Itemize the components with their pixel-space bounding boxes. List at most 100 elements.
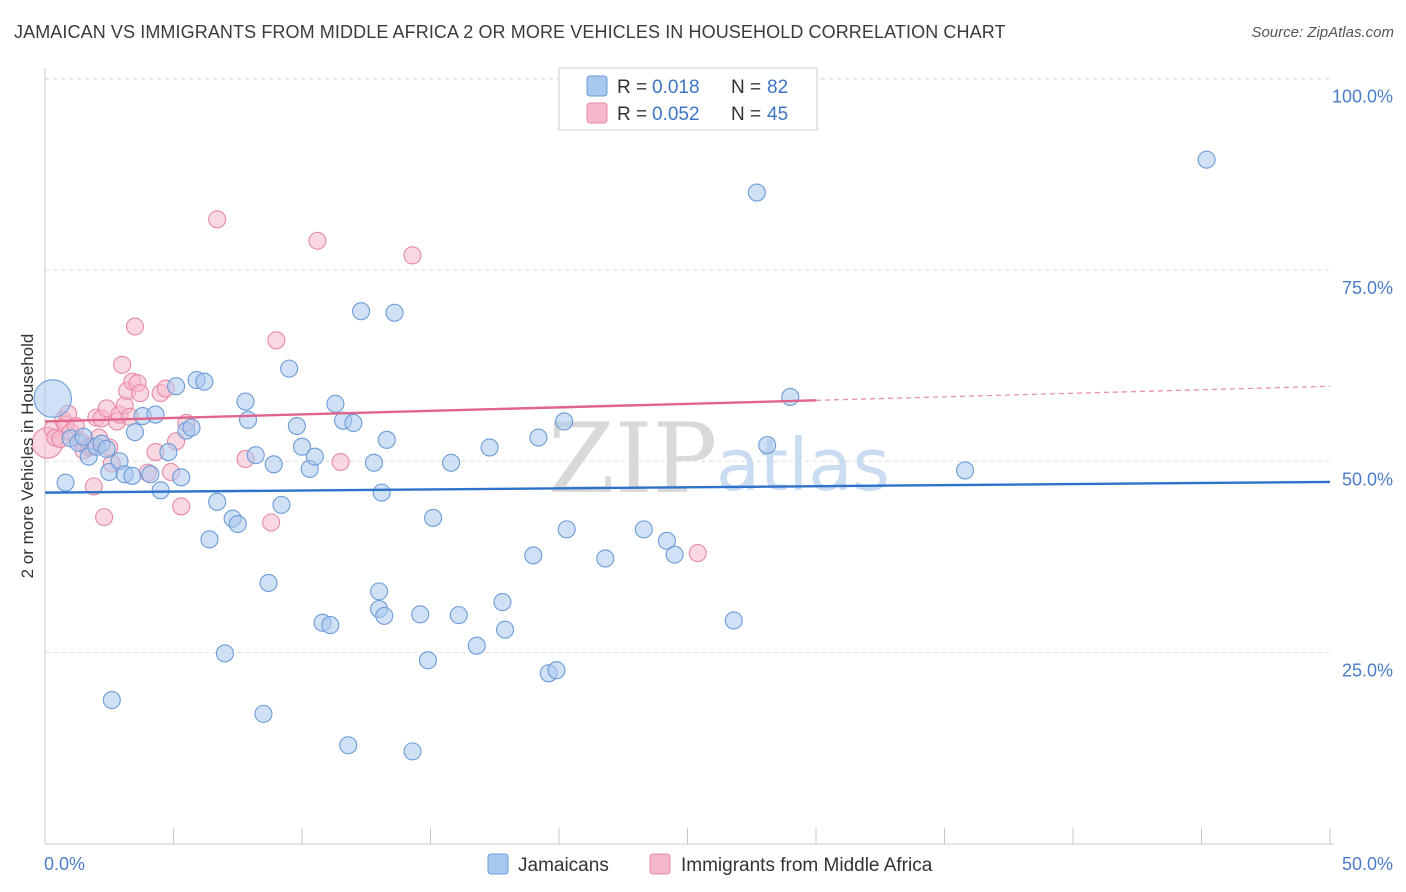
watermark-zip: ZIP <box>548 403 717 515</box>
jamaicans-point-26 <box>200 530 219 549</box>
series-jamaicans-points <box>33 150 1216 761</box>
jamaicans-point-77 <box>724 611 743 630</box>
middle-africa-point-17 <box>95 508 114 527</box>
trend-lines <box>44 385 1331 494</box>
jamaicans-point-27 <box>208 492 227 511</box>
jamaicans-point-75 <box>657 531 676 550</box>
y-tick-label-50: 50.0% <box>1342 469 1393 489</box>
legend-swatch-jamaicans <box>586 75 608 97</box>
bottom-legend-label-middle-africa: Immigrants from Middle Africa <box>681 855 933 876</box>
x-tick-label-max: 50.0% <box>1342 854 1393 874</box>
jamaicans-point-35 <box>259 573 278 593</box>
middle-africa-point-23 <box>113 355 132 374</box>
jamaicans-trend-solid <box>44 480 1331 494</box>
y-tick-labels: 25.0% 50.0% 75.0% 100.0% <box>1332 87 1393 681</box>
middle-africa-point-41 <box>262 513 281 532</box>
jamaicans-point-36 <box>264 455 283 474</box>
jamaicans-point-50 <box>364 453 384 472</box>
legend-n-label-2: N = <box>731 104 761 125</box>
jamaicans-point-18 <box>159 443 178 462</box>
jamaicans-point-63 <box>467 636 486 655</box>
jamaicans-point-81 <box>956 461 975 480</box>
jamaicans-point-82 <box>1197 150 1216 169</box>
legend-r-label-1: R = <box>617 77 647 98</box>
series-legend: Jamaicans Immigrants from Middle Africa <box>487 853 933 876</box>
jamaicans-point-58 <box>411 605 430 624</box>
grid-lines <box>45 78 1330 654</box>
jamaicans-point-22 <box>182 418 201 437</box>
jamaicans-point-80 <box>781 387 800 406</box>
jamaicans-point-39 <box>287 416 306 436</box>
jamaicans-point-79 <box>758 436 777 455</box>
jamaicans-point-12 <box>123 466 142 485</box>
jamaicans-point-68 <box>529 428 548 447</box>
jamaicans-point-47 <box>339 736 358 755</box>
middle-africa-trend-solid <box>44 399 817 423</box>
jamaicans-point-52 <box>377 430 396 449</box>
jamaicans-point-0 <box>33 379 72 418</box>
series-immigrants-middle-africa-points <box>31 210 707 563</box>
legend-r-value-2: 0.052 <box>652 104 700 125</box>
jamaicans-point-20 <box>172 468 191 487</box>
jamaicans-point-62 <box>449 606 468 625</box>
jamaicans-point-48 <box>344 413 363 433</box>
jamaicans-point-76 <box>665 545 684 564</box>
y-tick-label-75: 75.0% <box>1342 278 1393 298</box>
jamaicans-point-15 <box>141 465 160 484</box>
jamaicans-point-28 <box>215 644 234 663</box>
jamaicans-point-60 <box>424 508 443 527</box>
jamaicans-point-19 <box>167 377 186 396</box>
jamaicans-point-73 <box>596 549 615 568</box>
jamaicans-point-8 <box>97 439 116 459</box>
jamaicans-point-65 <box>493 593 512 612</box>
y-tick-label-100: 100.0% <box>1332 87 1393 107</box>
jamaicans-point-51 <box>372 483 391 502</box>
legend-n-value-2: 45 <box>767 104 788 125</box>
legend-n-value-1: 82 <box>767 77 788 98</box>
middle-africa-trend-dashed <box>815 385 1331 401</box>
jamaicans-point-61 <box>442 453 461 472</box>
jamaicans-point-78 <box>747 183 766 202</box>
bottom-legend-label-jamaicans: Jamaicans <box>518 855 609 876</box>
y-tick-label-25: 25.0% <box>1342 661 1393 681</box>
jamaicans-point-13 <box>125 423 144 442</box>
jamaicans-point-57 <box>403 742 422 761</box>
middle-africa-point-39 <box>208 210 227 229</box>
jamaicans-point-42 <box>305 447 324 466</box>
jamaicans-point-25 <box>195 372 214 391</box>
x-tick-label-min: 0.0% <box>44 854 85 874</box>
legend-r-label-2: R = <box>617 104 647 125</box>
jamaicans-point-17 <box>151 481 170 500</box>
jamaicans-point-66 <box>495 620 515 639</box>
jamaicans-point-45 <box>326 394 345 413</box>
jamaicans-point-70 <box>547 661 566 680</box>
middle-africa-point-46 <box>688 544 707 563</box>
jamaicans-point-16 <box>146 405 165 424</box>
jamaicans-point-64 <box>480 438 499 457</box>
jamaicans-point-33 <box>246 446 265 465</box>
x-ticks <box>44 828 1331 844</box>
jamaicans-point-72 <box>557 520 576 539</box>
jamaicans-point-31 <box>236 392 255 411</box>
middle-africa-point-13 <box>84 477 103 496</box>
jamaicans-point-67 <box>524 546 543 565</box>
jamaicans-point-4 <box>74 427 93 446</box>
chart-title: JAMAICAN VS IMMIGRANTS FROM MIDDLE AFRIC… <box>14 22 1006 42</box>
legend-r-value-1: 0.018 <box>652 77 700 98</box>
bottom-legend-swatch-jamaicans <box>487 853 509 875</box>
jamaicans-point-71 <box>555 412 574 431</box>
legend-swatch-middle-africa <box>586 102 608 124</box>
middle-africa-point-43 <box>308 231 327 250</box>
y-axis-label: 2 or more Vehicles in Household <box>18 334 37 579</box>
watermark-atlas: atlas <box>716 423 890 507</box>
middle-africa-point-37 <box>172 497 191 516</box>
jamaicans-point-1 <box>56 473 75 492</box>
jamaicans-point-38 <box>280 359 299 378</box>
stats-legend: R = 0.018 N = 82 R = 0.052 N = 45 <box>558 67 818 131</box>
middle-africa-point-28 <box>125 317 144 336</box>
jamaicans-point-55 <box>375 606 394 625</box>
jamaicans-point-37 <box>272 495 291 514</box>
bottom-legend-swatch-middle-africa <box>649 853 671 875</box>
jamaicans-point-54 <box>370 582 389 601</box>
